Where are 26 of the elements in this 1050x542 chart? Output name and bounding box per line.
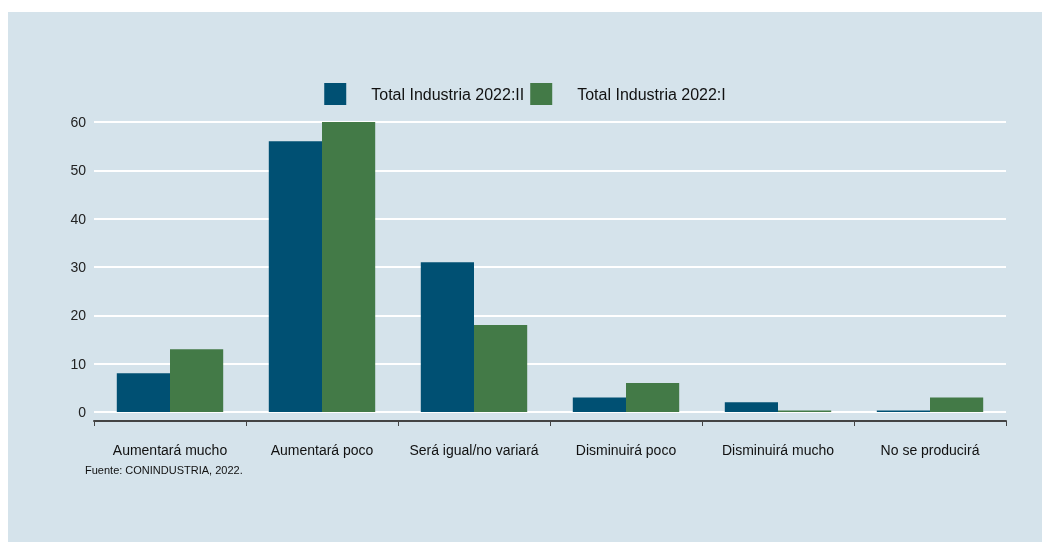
x-tick-label: Será igual/no variará [409, 442, 539, 458]
bar [626, 383, 680, 412]
y-tick-label: 10 [70, 355, 87, 372]
source-note: Fuente: CONINDUSTRIA, 2022. [85, 463, 243, 476]
bar [572, 397, 626, 412]
y-tick-label: 20 [70, 307, 87, 324]
bar [268, 141, 322, 412]
legend-label: Total Industria 2022:II [371, 85, 525, 103]
x-tick-label: Aumentará mucho [112, 442, 228, 458]
y-tick-label: 60 [70, 114, 87, 130]
y-tick-label: 50 [70, 162, 87, 179]
bar [116, 373, 170, 412]
x-tick-label: Aumentará poco [270, 442, 374, 458]
bar [170, 349, 224, 412]
y-tick-label: 40 [70, 210, 87, 227]
bar [322, 122, 376, 412]
y-tick-label: 0 [78, 404, 87, 420]
y-tick-label: 30 [70, 259, 87, 275]
bar [420, 262, 474, 412]
x-tick-label: Disminuirá poco [575, 442, 677, 458]
legend-label: Total Industria 2022:I [577, 85, 726, 103]
bar [930, 397, 984, 412]
bar [474, 325, 528, 412]
bar [724, 402, 778, 412]
x-tick-label: No se producirá [880, 442, 980, 458]
x-tick-label: Disminuirá mucho [721, 442, 835, 458]
